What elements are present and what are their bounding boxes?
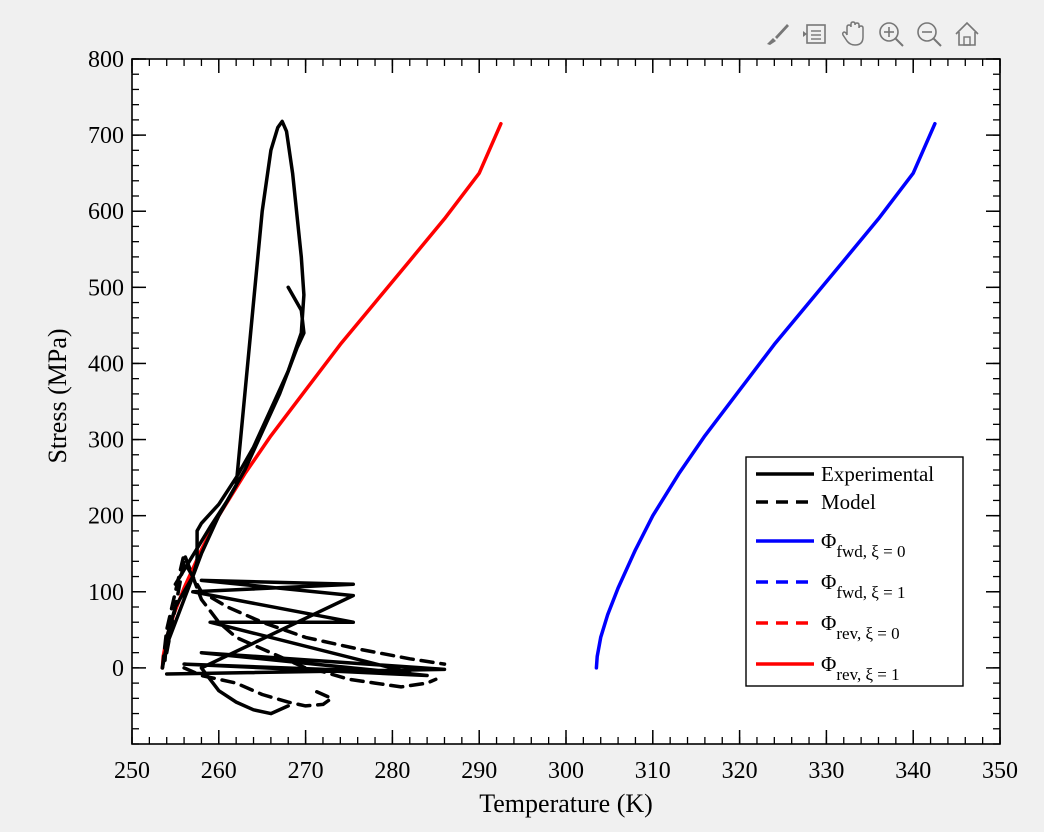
brush-icon[interactable]: [760, 17, 794, 51]
series-line-experimental-3: [173, 285, 306, 586]
x-tick-label: 340: [895, 758, 931, 784]
series-line-experimental-2: [160, 119, 306, 670]
pan-hand-icon[interactable]: [836, 17, 870, 51]
y-tick-label: 800: [88, 47, 124, 73]
series-line-model-6: [164, 559, 447, 666]
x-tick-label: 250: [114, 758, 150, 784]
series-line-model-5: [160, 551, 438, 689]
axes-frame: [131, 58, 1001, 745]
x-tick-label: 310: [635, 758, 671, 784]
x-axis-label: Temperature (K): [479, 789, 653, 818]
legend-label-subscript-2: fwd, ξ = 0: [836, 542, 905, 561]
y-tick-label: 0: [112, 656, 124, 682]
x-tick-label: 330: [808, 758, 844, 784]
home-icon[interactable]: [950, 17, 984, 51]
x-tick-label: 280: [374, 758, 410, 784]
y-tick-label: 700: [88, 123, 124, 149]
y-tick-label: 600: [88, 199, 124, 225]
series-line--fwd-0-0: [594, 121, 937, 670]
legend-box: [745, 456, 964, 687]
figure-toolbar: [760, 14, 1000, 54]
data-tips-icon[interactable]: [798, 17, 832, 51]
x-tick-label: 350: [982, 758, 1018, 784]
y-tick-label: 300: [88, 428, 124, 454]
y-tick-label: 500: [88, 275, 124, 301]
legend-label-1: Model: [821, 490, 876, 514]
zoom-out-icon[interactable]: [912, 17, 946, 51]
legend-label-subscript-3: fwd, ξ = 1: [836, 583, 905, 602]
x-tick-label: 260: [201, 758, 237, 784]
y-tick-label: 100: [88, 580, 124, 606]
x-tick-label: 290: [461, 758, 497, 784]
y-axis-label: Stress (MPa): [43, 328, 72, 463]
legend-label-subscript-4: rev, ξ = 0: [836, 624, 899, 643]
legend-label-0: Experimental: [821, 462, 934, 486]
legend-label-subscript-5: rev, ξ = 1: [836, 665, 899, 684]
x-tick-label: 270: [288, 758, 324, 784]
y-tick-label: 200: [88, 504, 124, 530]
y-tick-label: 400: [88, 351, 124, 377]
x-tick-label: 320: [722, 758, 758, 784]
series-line-model-7: [182, 666, 334, 708]
x-tick-label: 300: [548, 758, 584, 784]
series-line-experimental-4: [164, 578, 447, 716]
zoom-in-icon[interactable]: [874, 17, 908, 51]
